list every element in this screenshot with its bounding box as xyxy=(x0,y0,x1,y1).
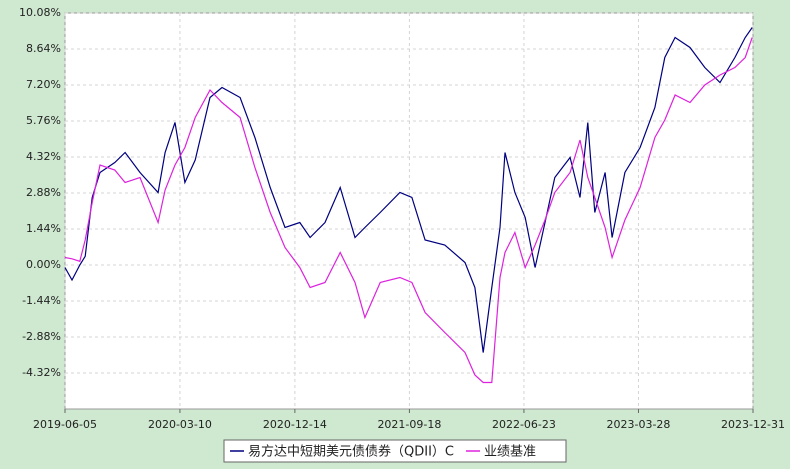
series-line xyxy=(64,27,753,353)
legend-box xyxy=(223,439,567,463)
x-tick-label: 2023-12-31 xyxy=(721,418,785,431)
y-tick-label: -4.32% xyxy=(22,366,61,379)
y-tick-label: -2.88% xyxy=(22,330,61,343)
x-tick-label: 2020-12-14 xyxy=(263,418,327,431)
x-tick-label: 2020-03-10 xyxy=(148,418,212,431)
y-tick-label: 1.44% xyxy=(26,222,61,235)
x-tick-label: 2022-06-23 xyxy=(492,418,556,431)
y-tick-label: 7.20% xyxy=(26,78,61,91)
y-tick-label: 8.64% xyxy=(26,42,61,55)
x-tick-label: 2023-03-28 xyxy=(607,418,671,431)
x-tick-label: 2019-06-05 xyxy=(33,418,97,431)
series-line xyxy=(64,37,753,384)
legend-label: 业绩基准 xyxy=(484,445,536,460)
x-tick-label: 2021-09-18 xyxy=(377,418,441,431)
y-tick-label: 10.08% xyxy=(19,6,61,19)
y-tick-label: 5.76% xyxy=(26,114,61,127)
y-tick-label: 0.00% xyxy=(26,258,61,271)
legend: 易方达中短期美元债债券（QDII）C 业绩基准 xyxy=(223,439,567,463)
y-tick-label: 2.88% xyxy=(26,186,61,199)
y-tick-label: -1.44% xyxy=(22,294,61,307)
legend-label: 易方达中短期美元债债券（QDII）C xyxy=(248,444,454,460)
y-tick-label: 4.32% xyxy=(26,150,61,163)
